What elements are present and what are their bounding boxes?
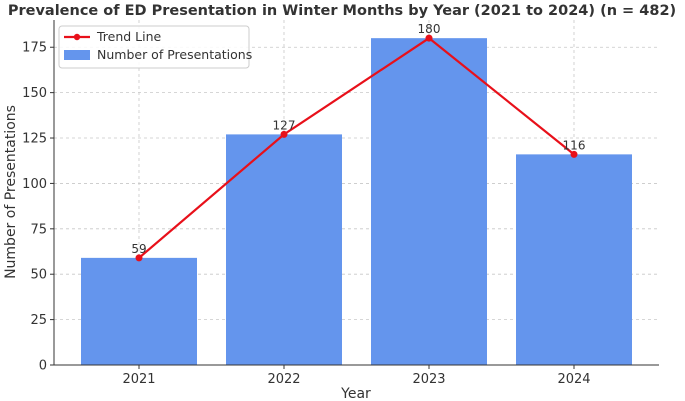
y-tick-label: 150 (22, 86, 47, 101)
axes (53, 20, 659, 366)
y-tick-label: 75 (30, 222, 47, 237)
data-label-2024: 116 (563, 138, 586, 152)
trend-point-2024 (570, 150, 578, 158)
legend-box (58, 25, 250, 69)
y-tick-label: 50 (30, 268, 47, 283)
chart-title: Prevalence of ED Presentation in Winter … (8, 3, 676, 19)
legend-label-presentations: Number of Presentations (97, 47, 252, 62)
data-label-2021: 59 (131, 242, 146, 256)
x-axis-label: Year (340, 386, 371, 401)
y-tick-label: 125 (22, 132, 47, 147)
y-tick-label: 25 (30, 313, 47, 328)
bar-2024 (516, 154, 632, 365)
legend-bar-swatch (64, 50, 90, 60)
y-tick-label: 175 (22, 41, 47, 56)
trend-point-2023 (425, 34, 433, 42)
data-labels: 59 127 180 116 (131, 22, 585, 256)
legend-trend-line-marker (73, 33, 81, 41)
bar-2021 (81, 257, 197, 365)
trend-line (138, 36, 575, 259)
x-ticks: 2021 2022 2023 2024 (122, 365, 591, 387)
y-tick-label: 0 (39, 359, 47, 374)
x-tick-label-2024: 2024 (557, 372, 590, 387)
legend: Trend Line Number of Presentations (58, 25, 252, 69)
trend-point-2021 (135, 254, 143, 262)
y-axis-label: Number of Presentations (3, 105, 19, 279)
trend-line-layer (135, 34, 578, 262)
trend-point-2022 (280, 130, 288, 138)
x-tick-label-2022: 2022 (267, 372, 300, 387)
x-tick-label-2021: 2021 (122, 372, 155, 387)
bars (81, 38, 632, 365)
y-tick-label: 100 (22, 177, 47, 192)
data-label-2023: 180 (418, 22, 441, 36)
legend-label-trend-line: Trend Line (96, 29, 162, 44)
y-ticks: 0 25 50 75 100 125 150 175 (22, 41, 54, 374)
bar-2022 (226, 134, 342, 365)
x-tick-label-2023: 2023 (412, 372, 445, 387)
data-label-2022: 127 (273, 118, 296, 132)
bar-2023 (371, 38, 487, 365)
